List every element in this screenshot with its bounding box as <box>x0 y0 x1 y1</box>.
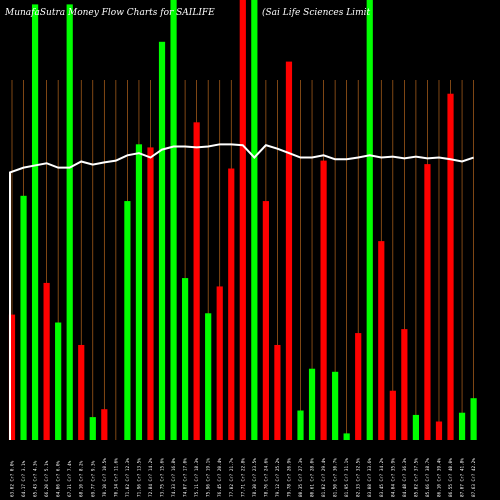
x-tick-label: 85.02 Cr? 37.5% <box>413 458 419 497</box>
chart-title: MunafaSutra Money Flow Charts for SAILIF… <box>4 8 215 18</box>
outflow-bar <box>43 282 50 440</box>
inflow-bar <box>20 195 27 440</box>
x-tick-label: 87.63 Cr? 42.2% <box>471 458 477 497</box>
x-tick-label: 86.10 Cr? 39.4% <box>436 458 442 497</box>
outflow-bar <box>216 286 223 440</box>
x-tick-label: 67.31 Cr? 7.4% <box>67 460 73 497</box>
outflow-bar <box>447 93 454 440</box>
x-tick-label: 84.04 Cr? 35.9% <box>390 458 396 497</box>
inflow-bar <box>135 144 143 440</box>
inflow-bar <box>308 368 316 440</box>
x-tick-label: 80.61 Cr? 28.0% <box>310 458 316 497</box>
bar-series <box>8 0 477 441</box>
x-tick-label: 75.96 Cr? 19.1% <box>206 458 212 497</box>
x-tick-label: 64.06 Cr? 6.0% <box>56 460 62 497</box>
inflow-bar <box>31 4 39 441</box>
inflow-bar <box>66 4 73 441</box>
x-tick-label: 81.02 Cr? 29.4% <box>321 458 327 497</box>
inflow-bar <box>55 322 62 440</box>
inflow-bar <box>205 313 212 440</box>
x-tick-label: 72.84 Cr? 14.2% <box>148 458 154 497</box>
x-tick-label: 83.45 Cr? 34.2% <box>379 458 385 497</box>
x-tick-labels: 63.02 Cr? 0.0% 64.17 Cr? 3.1% 65.43 Cr? 4.… <box>10 458 478 497</box>
outflow-bar <box>355 333 362 440</box>
outflow-bar <box>262 201 269 440</box>
x-tick-label: 63.02 Cr? 0.0% <box>10 460 16 497</box>
inflow-bar <box>182 278 189 440</box>
x-tick-label: 77.71 Cr? 22.8% <box>240 458 246 497</box>
inflow-bar <box>170 0 177 440</box>
inflow-bar <box>412 414 419 440</box>
outflow-bar <box>147 147 154 440</box>
x-tick-label: 64.17 Cr? 3.1% <box>21 460 27 497</box>
outflow-bar <box>78 344 85 440</box>
outflow-bar <box>285 61 293 440</box>
x-tick-label: 87.07 Cr? 41.8% <box>460 458 466 497</box>
inflow-bar <box>470 398 477 440</box>
x-tick-label: 80.35 Cr? 27.3% <box>298 458 304 497</box>
outflow-bar <box>378 241 385 440</box>
x-tick-label: 66.20 Cr? 5.1% <box>44 460 50 497</box>
inflow-bar <box>458 412 466 440</box>
x-tick-label: 77.02 Cr? 21.7% <box>229 458 235 497</box>
outflow-bar <box>389 390 396 440</box>
x-tick-label: 78.30 Cr? 23.5% <box>252 458 258 497</box>
x-tick-label: 73.75 Cr? 15.6% <box>160 458 166 497</box>
inflow-bar <box>124 201 131 440</box>
outflow-bar <box>274 344 281 440</box>
outflow-bar <box>239 0 246 440</box>
outflow-bar <box>8 314 16 440</box>
outflow-bar <box>193 122 200 440</box>
x-tick-label: 70.34 Cr? 11.6% <box>113 458 119 497</box>
x-tick-label: 71.96 Cr? 13.5% <box>136 458 142 497</box>
outflow-bar <box>320 160 327 440</box>
x-tick-label: 79.12 Cr? 25.2% <box>275 458 281 497</box>
x-tick-label: 83.08 Cr? 33.6% <box>367 458 373 497</box>
x-tick-label: 68.10 Cr? 8.2% <box>79 460 85 497</box>
inflow-bar <box>366 0 373 440</box>
x-tick-label: 74.07 Cr? 17.0% <box>183 458 189 497</box>
inflow-bar <box>297 410 304 440</box>
x-tick-label: 81.95 Cr? 31.1% <box>344 458 350 497</box>
x-tick-label: 82.33 Cr? 32.5% <box>356 458 362 497</box>
inflow-bar <box>158 41 166 441</box>
inflow-bar <box>251 0 258 440</box>
money-flow-line <box>9 143 474 440</box>
x-tick-label: 79.78 Cr? 26.9% <box>286 458 292 497</box>
inflow-bar <box>332 371 339 440</box>
outflow-bar <box>435 421 443 440</box>
x-tick-label: 65.43 Cr? 4.3% <box>33 460 39 497</box>
x-tick-label: 81.50 Cr? 30.7% <box>333 458 339 497</box>
chart-subtitle: (Sai Life Sciences Limit <box>262 7 370 18</box>
outflow-bar <box>401 329 408 440</box>
outflow-bar <box>228 168 235 440</box>
x-tick-label: 76.45 Cr? 20.4% <box>217 458 223 497</box>
x-tick-label: 69.77 Cr? 9.3% <box>90 460 96 497</box>
inflow-bar <box>89 417 96 440</box>
x-tick-label: 71.02 Cr? 12.3% <box>125 458 131 497</box>
x-tick-label: 70.10 Cr? 10.5% <box>102 458 108 497</box>
x-tick-label: 78.76 Cr? 24.6% <box>263 458 269 497</box>
outflow-bar <box>101 409 108 440</box>
x-tick-label: 75.11 Cr? 18.3% <box>194 458 200 497</box>
x-tick-label: 74.33 Cr? 16.8% <box>171 458 177 497</box>
inflow-bar <box>343 433 350 440</box>
outflow-bar <box>424 164 431 440</box>
x-tick-label: 85.66 Cr? 38.7% <box>425 458 431 497</box>
x-tick-label: 84.48 Cr? 36.3% <box>402 458 408 497</box>
x-tick-label: 86.55 Cr? 40.0% <box>448 458 454 497</box>
